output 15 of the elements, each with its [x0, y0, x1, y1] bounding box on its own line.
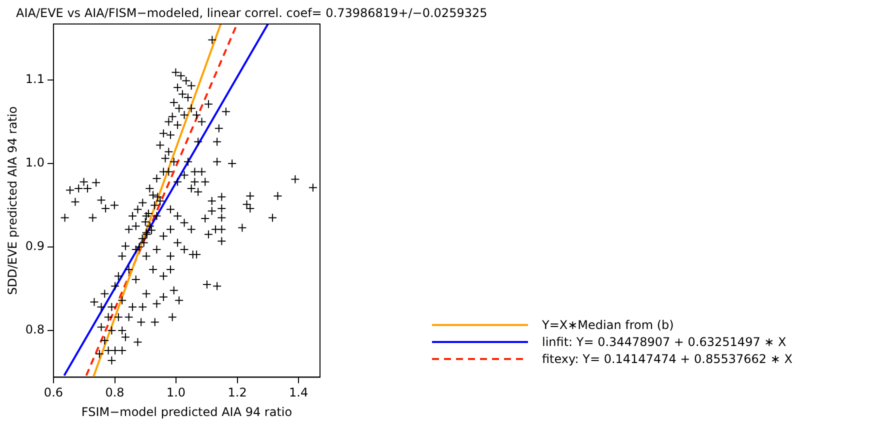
- y-tick-label: 1.0: [25, 156, 44, 170]
- chart-title: AIA/EVE vs AIA/FISM−modeled, linear correl. coef= 0.73986819+/−0.0259325: [16, 6, 488, 20]
- x-axis-title: FSIM−model predicted AIA 94 ratio: [81, 404, 292, 419]
- y-tick-label: 1.1: [25, 72, 44, 86]
- x-tick-label: 0.6: [44, 386, 64, 400]
- x-tick-label: 1.4: [289, 386, 308, 400]
- text: Y=X∗Median from (b): [542, 318, 674, 332]
- x-tick-label: 1.2: [228, 386, 247, 400]
- y-tick-label: 0.9: [25, 239, 44, 254]
- y-tick-label: 0.8: [25, 322, 44, 337]
- x-tick-label: 1.0: [166, 386, 186, 400]
- y-axis-title: SDD/EVE predicted AIA 94 ratio: [5, 106, 20, 295]
- text: fitexy: Y= 0.14147474 + 0.85537662 ∗ X: [542, 352, 792, 366]
- text: linfit: Y= 0.34478907 + 0.63251497 ∗ X: [542, 334, 786, 348]
- x-tick-label: 0.8: [105, 386, 124, 400]
